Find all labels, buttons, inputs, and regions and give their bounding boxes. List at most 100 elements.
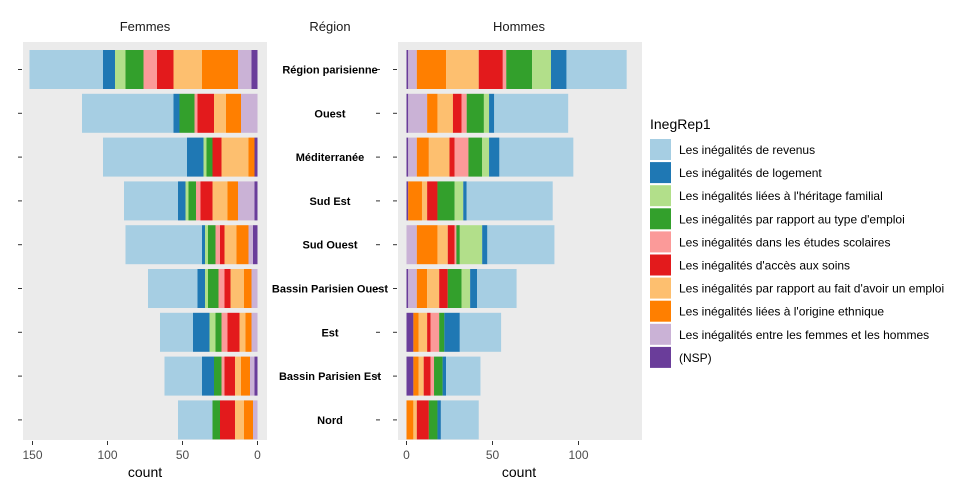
legend-label: Les inégalités de revenus — [679, 143, 815, 157]
region-label: Région parisienne — [282, 65, 377, 77]
bar-hommes — [406, 269, 409, 308]
bar-hommes — [446, 50, 479, 89]
bar-femmes — [251, 50, 258, 89]
bar-femmes — [178, 400, 213, 440]
bar-hommes — [418, 356, 424, 396]
bar-femmes — [221, 356, 225, 396]
x-tick-label-left: 150 — [22, 448, 42, 462]
bar-femmes — [164, 356, 202, 396]
bar-hommes — [406, 400, 414, 440]
bar-hommes — [470, 269, 478, 308]
legend-label: (NSP) — [679, 351, 712, 365]
x-tick-label-left: 100 — [97, 448, 117, 462]
legend-swatch — [650, 323, 671, 345]
axes: 150 100 50 0 0 50 100 — [18, 69, 589, 462]
bar-femmes — [202, 50, 238, 89]
legend-swatch — [650, 277, 671, 299]
bar-femmes — [208, 269, 219, 308]
bar-hommes — [437, 181, 455, 221]
legend-label: Les inégalités liées à l'origine ethniqu… — [679, 305, 884, 319]
bar-hommes — [494, 93, 569, 133]
bar-femmes — [215, 225, 220, 265]
bar-hommes — [447, 269, 462, 308]
femmes-bars — [29, 50, 258, 440]
bar-femmes — [253, 400, 258, 440]
bar-hommes — [454, 225, 457, 265]
bar-hommes — [427, 312, 431, 352]
bar-femmes — [203, 137, 207, 177]
bar-hommes — [408, 181, 422, 221]
bar-hommes — [416, 400, 429, 440]
bar-femmes — [248, 225, 253, 265]
region-label: Ouest — [314, 108, 346, 120]
legend-label: Les inégalités de logement — [679, 166, 822, 180]
bar-femmes — [160, 312, 193, 352]
left-panel-title: Femmes — [120, 19, 171, 34]
bar-femmes — [224, 269, 231, 308]
bar-femmes — [253, 225, 258, 265]
bar-femmes — [214, 356, 222, 396]
bar-femmes — [200, 181, 213, 221]
legend-label: Les inégalités dans les études scolaires — [679, 235, 890, 249]
bar-femmes — [103, 137, 187, 177]
bar-femmes — [230, 269, 244, 308]
bar-femmes — [227, 181, 238, 221]
bar-femmes — [254, 181, 258, 221]
bar-femmes — [224, 356, 235, 396]
bar-femmes — [248, 137, 255, 177]
bar-hommes — [427, 269, 440, 308]
bar-hommes — [449, 137, 455, 177]
bar-femmes — [245, 312, 252, 352]
bar-hommes — [421, 181, 428, 221]
bar-femmes — [218, 269, 225, 308]
bar-femmes — [226, 93, 241, 133]
bar-hommes — [416, 137, 429, 177]
bar-hommes — [416, 225, 438, 265]
bar-femmes — [238, 181, 255, 221]
bar-femmes — [115, 50, 126, 89]
bar-hommes — [468, 137, 483, 177]
bar-hommes — [463, 181, 467, 221]
bar-hommes — [461, 93, 467, 133]
bar-hommes — [439, 312, 445, 352]
bar-hommes — [452, 93, 462, 133]
right-x-axis-label: count — [502, 464, 536, 480]
region-label: Nord — [317, 415, 343, 427]
bar-hommes — [489, 137, 500, 177]
bar-femmes — [185, 181, 189, 221]
bar-femmes — [215, 312, 222, 352]
bar-femmes — [125, 50, 144, 89]
bar-femmes — [193, 312, 210, 352]
bar-femmes — [202, 225, 205, 265]
bar-femmes — [221, 137, 249, 177]
bar-femmes — [206, 137, 213, 177]
bar-femmes — [188, 181, 196, 221]
bar-hommes — [477, 269, 517, 308]
legend-label: Les inégalités par rapport au fait d'avo… — [679, 282, 944, 296]
bar-femmes — [221, 312, 228, 352]
bar-hommes — [442, 356, 447, 396]
legend-label: Les inégalités par rapport au type d'emp… — [679, 212, 905, 226]
legend-swatch — [650, 208, 671, 230]
bar-hommes — [487, 225, 555, 265]
left-x-axis-label: count — [128, 464, 162, 480]
bar-hommes — [406, 312, 414, 352]
bar-femmes — [196, 181, 201, 221]
region-label: Bassin Parisien Est — [279, 371, 381, 383]
bar-femmes — [235, 400, 244, 440]
bar-hommes — [466, 93, 484, 133]
bar-femmes — [173, 93, 180, 133]
bar-hommes — [413, 356, 419, 396]
bar-femmes — [214, 93, 226, 133]
bar-hommes — [406, 137, 409, 177]
bar-femmes — [197, 93, 214, 133]
bar-hommes — [406, 225, 417, 265]
legend-label: Les inégalités liées à l'héritage famili… — [679, 189, 883, 203]
bar-femmes — [103, 50, 115, 89]
bar-hommes — [413, 312, 419, 352]
bar-hommes — [483, 93, 490, 133]
bar-hommes — [550, 50, 567, 89]
bar-femmes — [212, 400, 220, 440]
legend-label: Les inégalités d'accès aux soins — [679, 259, 850, 273]
